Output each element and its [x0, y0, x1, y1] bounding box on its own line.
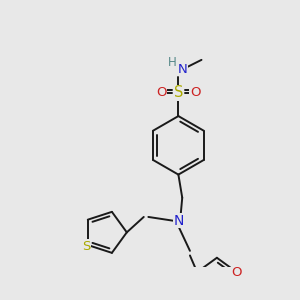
- Text: O: O: [190, 86, 201, 100]
- Text: N: N: [177, 63, 187, 76]
- Text: S: S: [174, 85, 183, 100]
- Text: N: N: [173, 214, 184, 228]
- Text: O: O: [156, 86, 167, 100]
- Text: H: H: [168, 56, 177, 69]
- Text: S: S: [82, 240, 90, 253]
- Text: O: O: [231, 266, 242, 279]
